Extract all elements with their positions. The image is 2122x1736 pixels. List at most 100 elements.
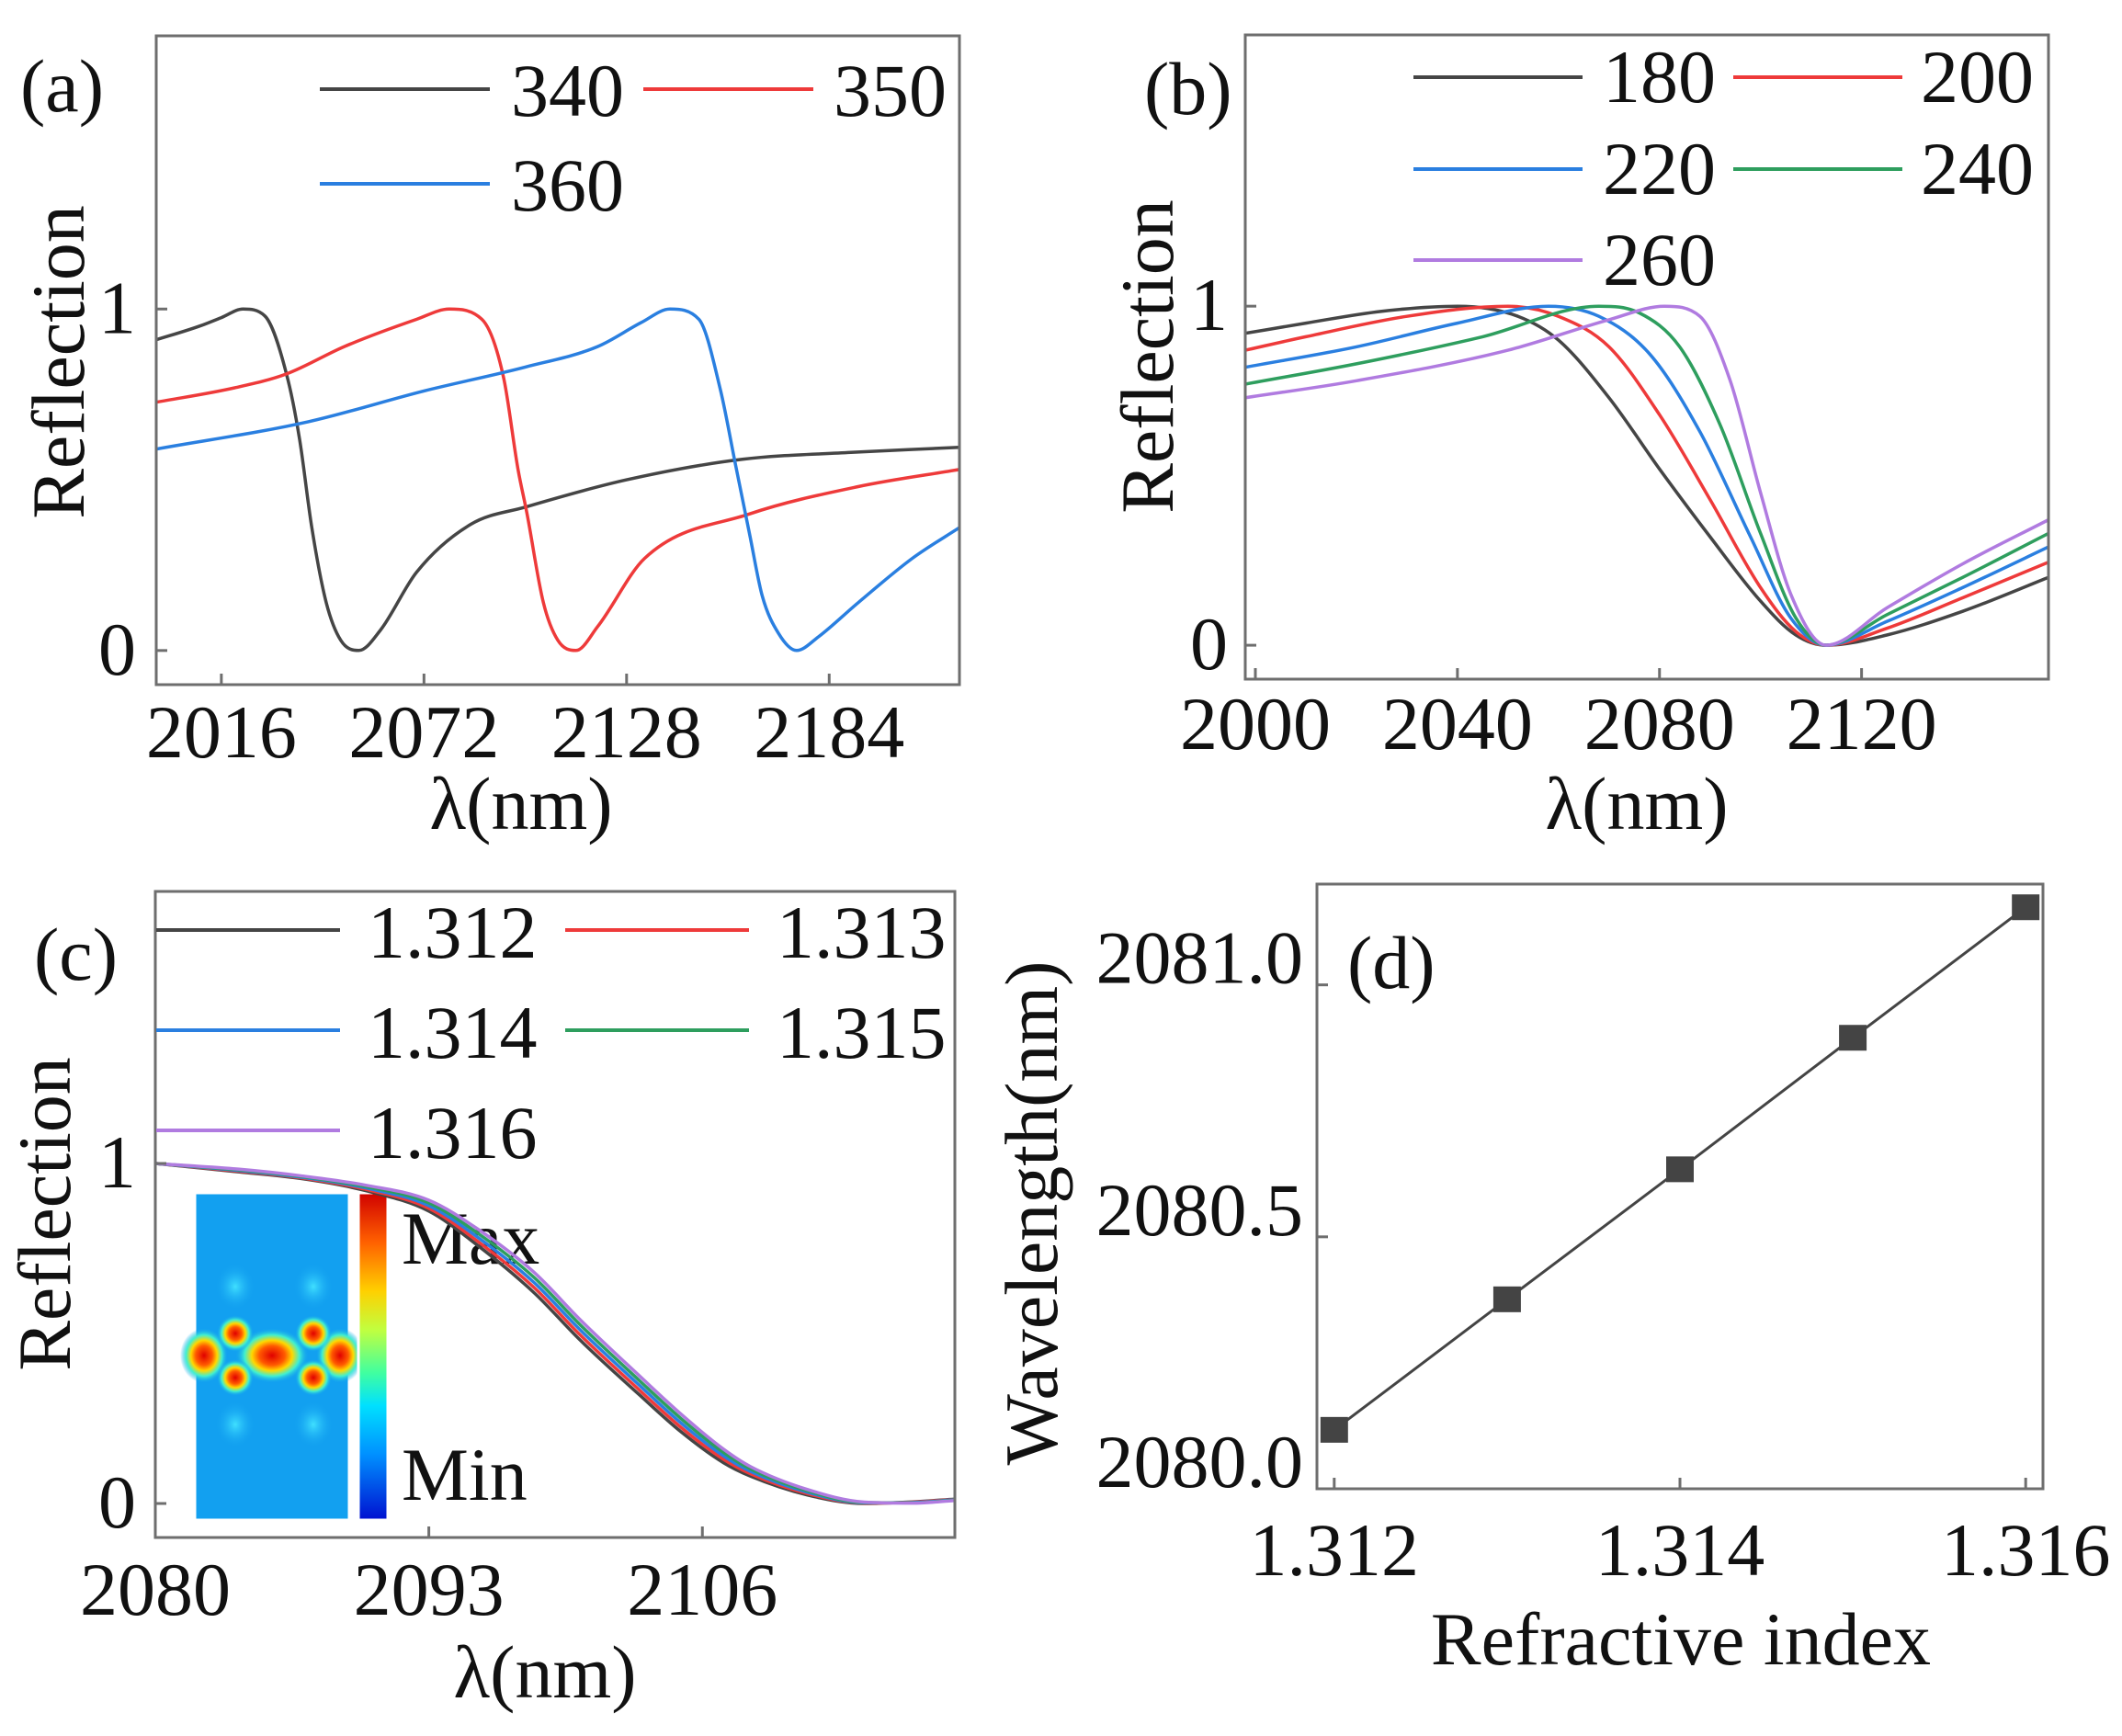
axes-frame (1243, 33, 2050, 681)
x-tick-label: 2080 (80, 1548, 231, 1631)
x-tick-label: 1.312 (1250, 1508, 1420, 1592)
legend-item: 350 (643, 49, 947, 132)
field-hotspot (217, 1315, 254, 1352)
y-tick-label: 2081.0 (1096, 916, 1304, 1000)
field-hotspot (235, 1328, 309, 1383)
legend: 340 350 360 (320, 49, 947, 227)
field-lobe (293, 1401, 334, 1448)
data-point-marker (1839, 1025, 1867, 1051)
panel-label: (a) (20, 44, 104, 128)
legend-item: 260 (1413, 218, 1716, 301)
data-point-marker (1492, 1286, 1521, 1312)
legend-item: 1.315 (565, 991, 947, 1074)
x-tick-label: 2120 (1787, 682, 1937, 766)
legend-label: 200 (1921, 35, 2034, 119)
y-tick-label: 1 (98, 1120, 136, 1204)
x-axis-title: λ(nm) (429, 762, 612, 845)
y-tick-label: 2080.0 (1096, 1420, 1304, 1503)
panel-label: (d) (1347, 921, 1435, 1004)
plot-area (1245, 304, 2048, 647)
y-axis-title: Reflection (3, 1057, 86, 1371)
series-line-260 (1245, 304, 2048, 647)
panel-d: 1.312 1.314 1.316 2080.0 2080.5 2081.0 Refract… (990, 882, 2111, 1681)
legend-label: 360 (511, 143, 624, 227)
x-tick-label: 2016 (146, 690, 297, 774)
legend-label: 350 (834, 49, 947, 132)
x-tick-label: 2184 (754, 690, 904, 774)
series-line-240 (1245, 304, 2048, 647)
data-point-marker (1666, 1156, 1694, 1183)
x-tick-label: 2128 (551, 690, 702, 774)
legend-label: 1.315 (777, 991, 947, 1074)
legend-label: 1.313 (777, 891, 947, 974)
field-hotspot (295, 1359, 332, 1396)
colorbar-min-label: Min (402, 1433, 528, 1516)
y-tick-label: 1 (1190, 263, 1228, 346)
field-hotspot (180, 1328, 228, 1383)
legend-item: 220 (1413, 127, 1716, 210)
legend-item: 360 (320, 143, 624, 227)
legend-item: 1.316 (156, 1091, 538, 1174)
legend-item: 1.313 (565, 891, 947, 974)
series-line-220 (1245, 304, 2048, 647)
field-lobe (215, 1401, 255, 1448)
x-axis-title: λ(nm) (453, 1630, 636, 1714)
legend-label: 220 (1603, 127, 1716, 210)
field-hotspot (217, 1359, 254, 1396)
series-line-180 (1245, 304, 2048, 647)
y-axis-title: Wavelength(nm) (990, 961, 1073, 1466)
legend-label: 260 (1603, 218, 1716, 301)
legend: 1.312 1.313 1.314 1.315 1.316 (156, 891, 947, 1174)
legend-item: 200 (1733, 35, 2034, 119)
axes-frame (153, 890, 957, 1539)
series-line-350 (156, 307, 959, 652)
axes-frame (154, 34, 961, 686)
legend-item: 340 (320, 49, 624, 132)
panel-label: (b) (1144, 47, 1232, 130)
y-tick-label: 1 (98, 266, 136, 349)
x-tick-label: 2072 (348, 690, 499, 774)
panel-label: (c) (34, 913, 118, 996)
legend-label: 1.316 (368, 1091, 538, 1174)
x-tick-label: 1.316 (1941, 1508, 2111, 1592)
series-line-360 (156, 307, 959, 652)
y-tick-label: 0 (98, 607, 136, 691)
legend-item: 1.312 (156, 891, 538, 974)
field-hotspot (295, 1315, 332, 1352)
legend-label: 240 (1921, 127, 2034, 210)
field-lobe (293, 1263, 334, 1311)
x-tick-label: 2000 (1180, 682, 1331, 766)
legend-item: 240 (1733, 127, 2034, 210)
legend-item: 1.314 (156, 991, 538, 1074)
legend-label: 1.312 (368, 891, 538, 974)
x-tick-label: 2080 (1584, 682, 1735, 766)
data-point-marker (1320, 1416, 1348, 1443)
legend-item: 180 (1413, 35, 1716, 119)
y-tick-label: 2080.5 (1096, 1168, 1304, 1252)
legend-label: 340 (511, 49, 624, 132)
legend: 180 200 220 240 260 (1413, 35, 2034, 301)
plot-area (155, 1162, 955, 1505)
series-line-1.316 (155, 1162, 955, 1505)
x-axis-title: Refractive index (1431, 1597, 1931, 1681)
series-line-200 (1245, 304, 2048, 647)
legend-label: 180 (1603, 35, 1716, 119)
y-tick-label: 0 (1190, 602, 1228, 686)
field-lobe (215, 1263, 255, 1311)
colorbar (357, 1191, 390, 1522)
y-tick-label: 0 (98, 1460, 136, 1544)
series-line-340 (156, 307, 959, 652)
y-axis-title: Reflection (1106, 199, 1189, 514)
y-axis-title: Reflection (17, 205, 100, 519)
x-axis-title: λ(nm) (1545, 762, 1728, 845)
x-tick-label: 2106 (627, 1548, 777, 1631)
x-tick-label: 2040 (1382, 682, 1533, 766)
data-point-marker (2012, 894, 2040, 921)
x-tick-label: 2093 (354, 1548, 505, 1631)
x-tick-label: 1.314 (1595, 1508, 1765, 1592)
